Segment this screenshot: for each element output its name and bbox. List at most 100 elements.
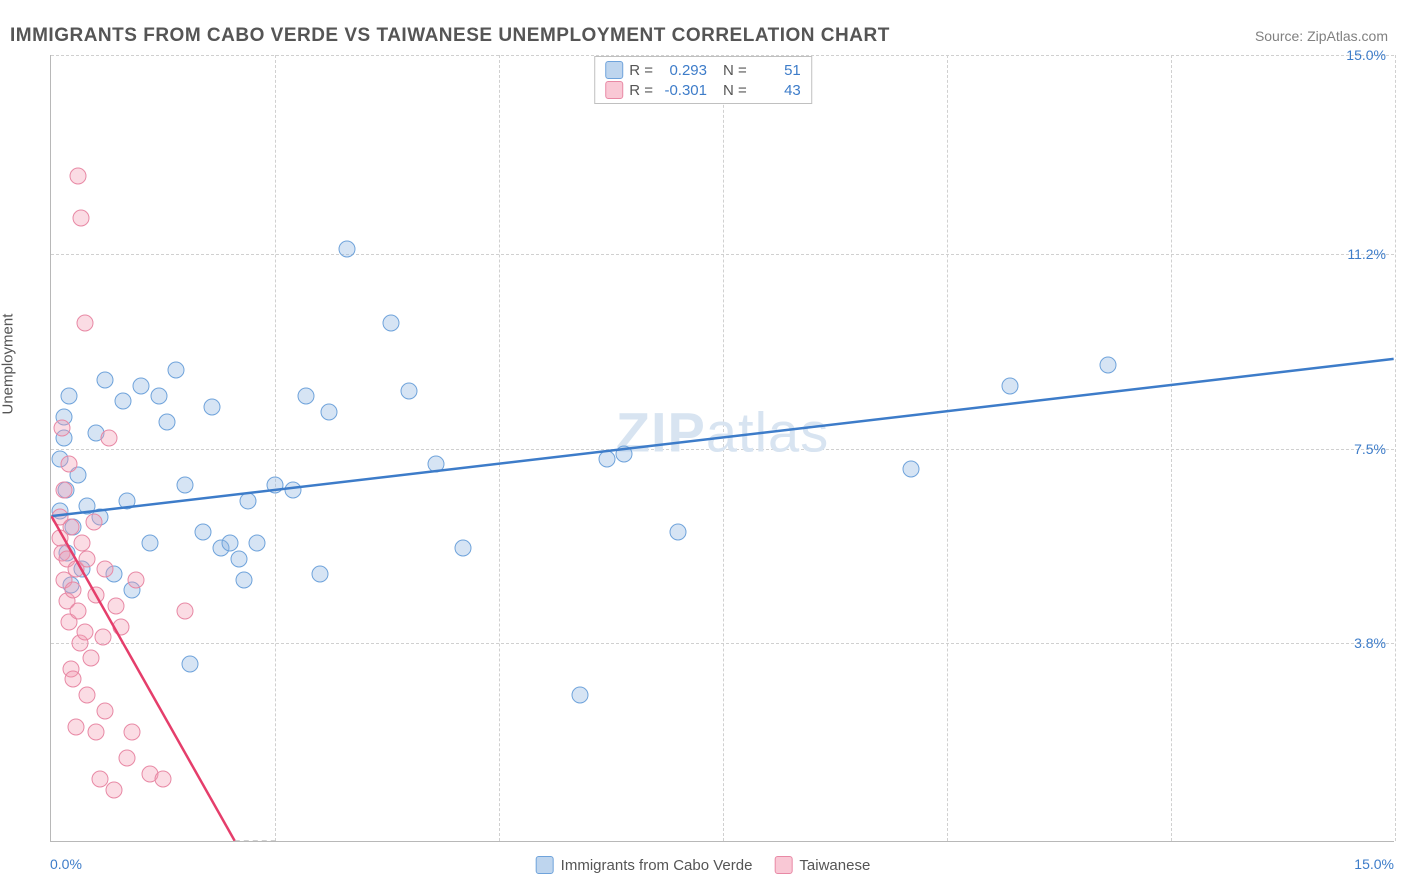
scatter-point (616, 445, 633, 462)
scatter-point (249, 534, 266, 551)
scatter-point (101, 430, 118, 447)
scatter-point (87, 723, 104, 740)
scatter-point (222, 534, 239, 551)
scatter-point (284, 482, 301, 499)
y-axis-tick: 3.8% (1354, 635, 1386, 651)
legend-stats-row: R = -0.301 N = 43 (605, 80, 801, 100)
legend-swatch-icon (605, 81, 623, 99)
scatter-point (69, 603, 86, 620)
scatter-point (240, 492, 257, 509)
scatter-point (119, 750, 136, 767)
scatter-point (670, 524, 687, 541)
scatter-point (195, 524, 212, 541)
scatter-point (141, 534, 158, 551)
scatter-point (177, 603, 194, 620)
gridline-x (1171, 55, 1172, 841)
legend-series-label: Taiwanese (799, 857, 870, 874)
legend-series-label: Immigrants from Cabo Verde (561, 857, 753, 874)
scatter-point (65, 671, 82, 688)
scatter-point (128, 571, 145, 588)
scatter-point (267, 477, 284, 494)
scatter-point (78, 550, 95, 567)
y-axis-label: Unemployment (0, 314, 17, 415)
scatter-point (77, 624, 94, 641)
scatter-point (1100, 356, 1117, 373)
x-axis-tick-min: 0.0% (50, 856, 82, 872)
scatter-point (231, 550, 248, 567)
legend-r-value: 0.293 (659, 62, 707, 79)
scatter-point (177, 477, 194, 494)
scatter-point (320, 403, 337, 420)
scatter-point (87, 587, 104, 604)
scatter-point (83, 650, 100, 667)
scatter-point (74, 534, 91, 551)
scatter-point (338, 241, 355, 258)
scatter-point (204, 398, 221, 415)
legend-n-value: 51 (753, 62, 801, 79)
scatter-point (86, 513, 103, 530)
scatter-point (455, 540, 472, 557)
scatter-point (112, 618, 129, 635)
legend-n-label: N = (723, 82, 747, 99)
legend-stats: R = 0.293 N = 51 R = -0.301 N = 43 (594, 56, 812, 104)
scatter-point (1001, 377, 1018, 394)
scatter-point (298, 388, 315, 405)
scatter-point (159, 414, 176, 431)
legend-r-value: -0.301 (659, 82, 707, 99)
scatter-point (119, 492, 136, 509)
scatter-point (132, 377, 149, 394)
scatter-point (428, 456, 445, 473)
scatter-point (60, 388, 77, 405)
gridline-x (723, 55, 724, 841)
scatter-point (311, 566, 328, 583)
gridline-x (947, 55, 948, 841)
scatter-point (105, 781, 122, 798)
legend-swatch-icon (774, 856, 792, 874)
scatter-point (68, 718, 85, 735)
gridline-x (275, 55, 276, 841)
scatter-point (60, 456, 77, 473)
legend-n-label: N = (723, 62, 747, 79)
scatter-point (72, 209, 89, 226)
scatter-point (53, 419, 70, 436)
legend-stats-row: R = 0.293 N = 51 (605, 60, 801, 80)
scatter-point (571, 687, 588, 704)
chart-title: IMMIGRANTS FROM CABO VERDE VS TAIWANESE … (10, 25, 890, 47)
scatter-point (401, 382, 418, 399)
legend-series-item: Taiwanese (774, 856, 870, 874)
plot-area: ZIPatlas 3.8%7.5%11.2%15.0% (50, 55, 1394, 842)
watermark-thin: atlas (706, 401, 829, 464)
source-attribution: Source: ZipAtlas.com (1255, 28, 1388, 44)
legend-swatch-icon (605, 61, 623, 79)
legend-r-label: R = (629, 82, 653, 99)
gridline-x (499, 55, 500, 841)
scatter-point (65, 582, 82, 599)
y-axis-tick: 11.2% (1347, 246, 1386, 262)
scatter-point (150, 388, 167, 405)
scatter-point (235, 571, 252, 588)
scatter-point (181, 655, 198, 672)
scatter-point (56, 482, 73, 499)
scatter-point (96, 372, 113, 389)
scatter-point (62, 519, 79, 536)
legend-n-value: 43 (753, 82, 801, 99)
scatter-point (383, 314, 400, 331)
legend-r-label: R = (629, 62, 653, 79)
x-axis-tick-max: 15.0% (1354, 856, 1394, 872)
y-axis-tick: 7.5% (1354, 441, 1386, 457)
scatter-point (168, 361, 185, 378)
scatter-point (78, 687, 95, 704)
scatter-point (69, 167, 86, 184)
scatter-point (155, 771, 172, 788)
scatter-point (598, 450, 615, 467)
gridline-x (1395, 55, 1396, 841)
scatter-point (123, 723, 140, 740)
legend-series: Immigrants from Cabo Verde Taiwanese (536, 856, 871, 874)
y-axis-tick: 15.0% (1346, 47, 1386, 63)
scatter-point (96, 561, 113, 578)
scatter-point (114, 393, 131, 410)
legend-swatch-icon (536, 856, 554, 874)
legend-series-item: Immigrants from Cabo Verde (536, 856, 753, 874)
scatter-point (903, 461, 920, 478)
scatter-point (96, 702, 113, 719)
